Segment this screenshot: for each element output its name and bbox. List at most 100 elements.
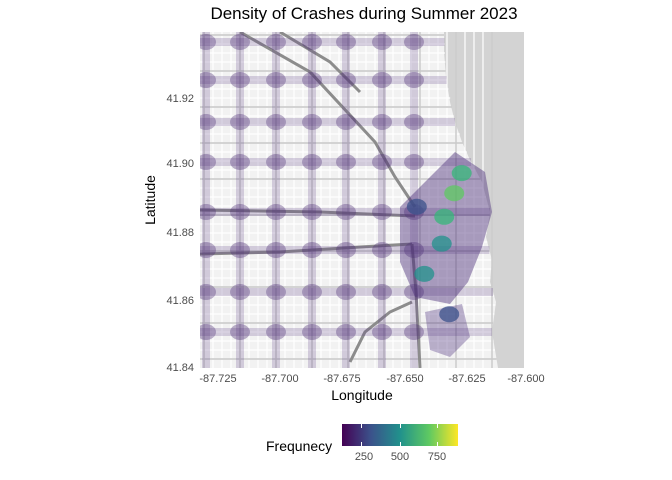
density-node <box>200 284 216 300</box>
density-node <box>404 324 424 340</box>
density-node <box>200 72 216 88</box>
highways <box>200 32 422 368</box>
density-node <box>336 284 356 300</box>
density-node <box>230 242 250 258</box>
y-axis-label: Latitude <box>142 175 158 225</box>
density-node <box>302 72 322 88</box>
density-node <box>404 242 424 258</box>
density-corridor <box>200 328 492 336</box>
density-hotspot <box>444 185 465 202</box>
density-node <box>200 324 216 340</box>
density-hotspot <box>431 235 452 252</box>
density-node <box>200 204 216 220</box>
density-node <box>266 154 286 170</box>
highway <box>279 32 362 94</box>
density-node <box>302 242 322 258</box>
density-node <box>230 284 250 300</box>
density-corridor <box>200 76 447 84</box>
density-node <box>372 72 392 88</box>
density-node <box>404 154 424 170</box>
density-corridor <box>200 38 445 46</box>
south-loop-density-zone <box>425 304 470 357</box>
density-node <box>372 114 392 130</box>
legend-tick-250: 250 <box>354 451 374 463</box>
legend-tick-mark-500-bottom <box>400 442 401 446</box>
y-tick-41.86: 41.86 <box>166 295 194 307</box>
density-node <box>404 72 424 88</box>
highway <box>348 300 413 363</box>
x-tick-87.725: -87.725 <box>199 373 237 385</box>
density-node <box>336 72 356 88</box>
density-node <box>372 154 392 170</box>
density-node <box>302 34 322 50</box>
density-node <box>302 114 322 130</box>
density-corridor <box>200 246 490 254</box>
density-node <box>266 114 286 130</box>
density-hotspot <box>451 165 472 182</box>
density-node <box>230 324 250 340</box>
density-node <box>200 242 216 258</box>
highway <box>200 208 416 218</box>
density-corridor <box>378 32 386 368</box>
density-node <box>230 204 250 220</box>
density-corridor <box>200 158 472 166</box>
density-node <box>266 324 286 340</box>
density-node <box>266 72 286 88</box>
x-tick-87.675: -87.675 <box>323 373 361 385</box>
density-node <box>336 154 356 170</box>
highway <box>410 243 422 368</box>
density-node <box>372 284 392 300</box>
density-node <box>266 204 286 220</box>
x-tick-87.600: -87.600 <box>507 373 545 385</box>
density-node <box>266 284 286 300</box>
density-node <box>336 34 356 50</box>
density-node <box>200 114 216 130</box>
density-node <box>266 34 286 50</box>
density-node <box>336 114 356 130</box>
density-node <box>372 324 392 340</box>
highway <box>200 242 413 256</box>
legend-tick-750: 750 <box>427 451 447 463</box>
density-corridor <box>202 32 210 368</box>
density-node <box>372 34 392 50</box>
legend-tick-mark-500 <box>400 424 401 428</box>
density-corridor <box>200 288 493 296</box>
density-node <box>336 324 356 340</box>
density-node <box>336 204 356 220</box>
chart-title: Density of Crashes during Summer 2023 <box>210 4 518 23</box>
highway <box>239 32 417 208</box>
x-tick-87.650: -87.650 <box>386 373 424 385</box>
density-node <box>404 114 424 130</box>
density-node <box>372 204 392 220</box>
legend-title: Frequnecy <box>266 438 333 454</box>
density-node <box>266 242 286 258</box>
legend-tick-mark-250-bottom <box>361 442 362 446</box>
y-tick-41.90: 41.90 <box>166 158 194 170</box>
density-node <box>404 284 424 300</box>
legend-colorbar <box>342 424 458 446</box>
density-map <box>200 32 524 368</box>
density-hotspot <box>414 265 435 282</box>
lake-michigan <box>444 32 524 368</box>
legend-tick-mark-250 <box>361 424 362 428</box>
density-node <box>302 284 322 300</box>
density-corridor <box>308 32 316 368</box>
x-axis-label: Longitude <box>331 387 393 403</box>
street-grid <box>200 32 497 368</box>
density-node <box>230 154 250 170</box>
density-node <box>200 154 216 170</box>
density-corridor <box>342 32 350 368</box>
density-node <box>372 242 392 258</box>
density-corridor <box>200 208 490 216</box>
density-corridor <box>200 118 455 126</box>
density-node <box>302 324 322 340</box>
map-panel[interactable] <box>200 32 524 368</box>
legend-tick-mark-750-bottom <box>437 442 438 446</box>
y-tick-41.84: 41.84 <box>166 362 194 374</box>
y-tick-41.88: 41.88 <box>166 227 194 239</box>
x-tick-87.625: -87.625 <box>448 373 486 385</box>
density-node <box>230 114 250 130</box>
legend-tick-mark-750 <box>437 424 438 428</box>
y-tick-41.92: 41.92 <box>166 93 194 105</box>
density-node <box>200 34 216 50</box>
